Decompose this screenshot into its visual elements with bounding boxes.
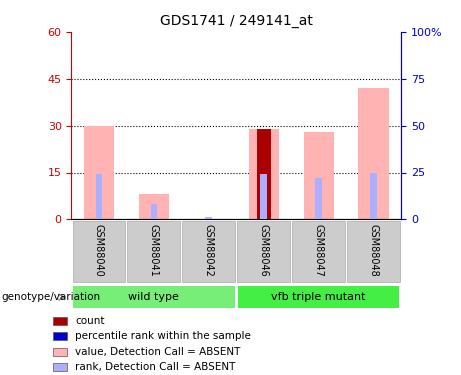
Bar (53, 363, 67, 371)
Text: GSM88048: GSM88048 (369, 225, 378, 277)
Bar (260, 174, 267, 219)
Text: rank, Detection Call = ABSENT: rank, Detection Call = ABSENT (75, 362, 236, 372)
Bar (128, 220, 180, 282)
Bar (237, 220, 290, 282)
Text: count: count (75, 316, 105, 326)
Bar (206, 217, 212, 219)
Bar (53, 348, 67, 356)
Bar (370, 172, 377, 219)
Bar (183, 220, 235, 282)
Bar (248, 129, 279, 219)
Text: GSM88040: GSM88040 (94, 225, 104, 277)
Bar (315, 178, 322, 219)
Bar (53, 317, 67, 325)
Bar (257, 129, 271, 219)
Text: GSM88047: GSM88047 (313, 225, 324, 278)
Text: GSM88046: GSM88046 (259, 225, 269, 277)
Text: genotype/variation: genotype/variation (1, 292, 100, 302)
Text: GSM88041: GSM88041 (149, 225, 159, 277)
Bar (347, 220, 400, 282)
Bar (292, 220, 345, 282)
Bar (95, 174, 102, 219)
Bar (303, 132, 334, 219)
Title: GDS1741 / 249141_at: GDS1741 / 249141_at (160, 14, 313, 28)
Bar (84, 126, 114, 219)
Text: GSM88042: GSM88042 (204, 225, 214, 278)
Text: vfb triple mutant: vfb triple mutant (272, 292, 366, 302)
Bar (139, 194, 169, 219)
Text: value, Detection Call = ABSENT: value, Detection Call = ABSENT (75, 347, 241, 357)
Bar (73, 286, 235, 308)
Bar (238, 286, 399, 308)
Bar (72, 220, 125, 282)
Bar (151, 204, 157, 219)
Text: percentile rank within the sample: percentile rank within the sample (75, 332, 251, 341)
Bar (53, 332, 67, 340)
Text: wild type: wild type (129, 292, 179, 302)
Bar (359, 88, 389, 219)
